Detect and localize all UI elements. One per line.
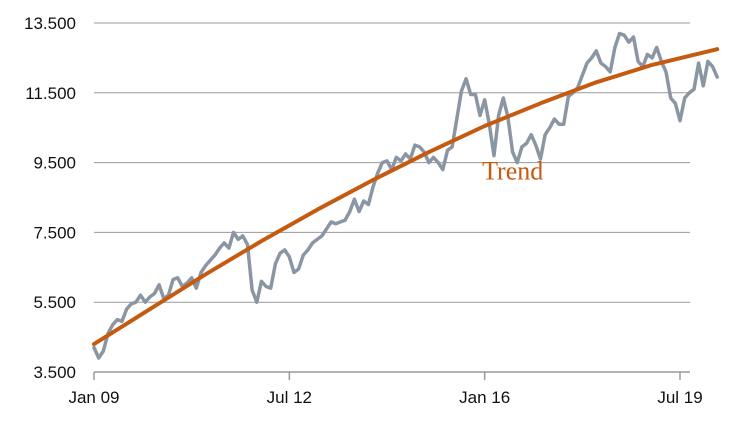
y-tick-label: 7.500 [33, 223, 76, 242]
y-tick-label: 13.500 [24, 14, 76, 33]
series-line-trend [92, 47, 720, 347]
y-tick-label: 9.500 [33, 154, 76, 173]
y-tick-label: 3.500 [33, 363, 76, 382]
y-tick-label: 5.500 [33, 293, 76, 312]
labels: 3.500 5.500 7.500 9.500 11.500 13.500 Jan 09 Ju… [24, 14, 703, 407]
x-tick-label: Jan 09 [68, 388, 119, 407]
x-tick-label: Jul 19 [657, 388, 702, 407]
trend-annotation: Trend [482, 156, 543, 185]
series [92, 31, 720, 360]
gridlines [94, 22, 690, 303]
x-tick-label: Jan 16 [459, 388, 510, 407]
y-tick-label: 11.500 [25, 84, 76, 103]
series-line-main [92, 31, 719, 360]
axes [93, 371, 690, 380]
x-tick-label: Jul 12 [267, 388, 312, 407]
